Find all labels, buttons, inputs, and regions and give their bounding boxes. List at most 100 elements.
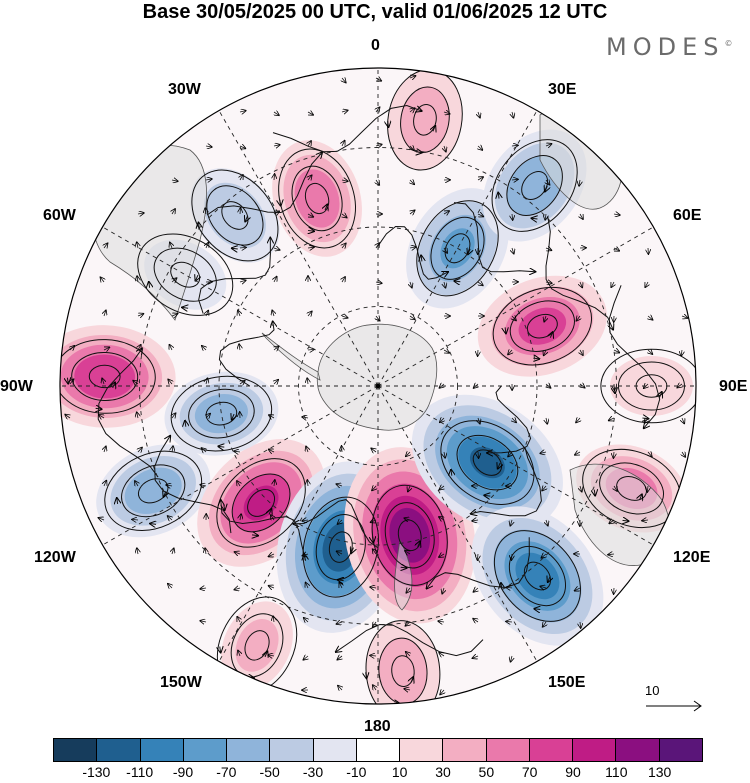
wind-vector xyxy=(206,311,208,317)
colorbar-tick-label: -30 xyxy=(302,764,324,780)
streamline xyxy=(506,155,563,216)
wind-vector xyxy=(409,76,416,78)
streamline-arrow xyxy=(532,218,538,219)
wind-vector xyxy=(648,316,653,320)
wind-vector xyxy=(511,553,512,560)
wind-vector xyxy=(648,452,652,457)
wind-vector xyxy=(579,179,580,186)
wind-vector xyxy=(376,243,379,248)
wind-vector xyxy=(104,446,106,453)
wind-vector xyxy=(137,314,144,316)
wind-vector xyxy=(171,314,178,316)
wind-vector xyxy=(478,282,483,285)
wind-vector xyxy=(473,619,478,622)
wind-vector xyxy=(240,381,245,384)
streamline xyxy=(153,247,217,302)
wind-vector xyxy=(614,486,617,491)
wind-vector xyxy=(172,278,177,282)
wind-vector xyxy=(168,379,172,384)
streamline-arrow xyxy=(232,248,238,249)
colorbar-swatch xyxy=(227,739,271,761)
wind-vector xyxy=(304,618,308,622)
streamline xyxy=(472,449,503,476)
meridian xyxy=(218,385,379,662)
wind-vector xyxy=(373,549,376,554)
wind-vector xyxy=(444,248,447,253)
streamline xyxy=(88,364,121,389)
wind-vector xyxy=(342,141,345,147)
wind-vector xyxy=(576,418,580,423)
colorbar-swatch xyxy=(616,739,660,761)
wind-vector xyxy=(271,515,274,520)
wind-vector xyxy=(472,520,479,521)
wind-vector xyxy=(614,248,619,251)
wind-vector xyxy=(540,452,547,453)
streamline-arrow xyxy=(534,609,540,610)
streamline-arrow xyxy=(113,382,115,388)
streamline-arrow xyxy=(351,548,353,554)
wind-vector xyxy=(308,112,313,115)
wind-vector xyxy=(404,518,411,520)
streamline-arrow xyxy=(548,576,550,582)
wind-vector xyxy=(104,310,106,317)
streamline-arrow xyxy=(418,541,420,547)
streamline-arrow xyxy=(388,121,389,127)
wind-vector xyxy=(543,622,546,627)
streamline xyxy=(278,148,356,249)
wind-vector xyxy=(303,656,308,660)
colorbar-ticks: -130 -110 -90 -70 -50 -30 -10 10 30 50 70 90 110 130 xyxy=(53,764,703,783)
colorbar-swatch xyxy=(573,739,617,761)
wind-vector xyxy=(342,277,345,282)
anomaly-contour xyxy=(294,169,340,228)
streamline xyxy=(440,420,535,505)
colorbar-swatch xyxy=(529,739,574,761)
meridian xyxy=(218,110,379,387)
streamline-arrow xyxy=(501,583,502,589)
anomaly-contour xyxy=(124,467,182,515)
colorbar-tick-label: 30 xyxy=(435,764,451,780)
colorbar-swatch xyxy=(183,739,228,761)
streamline-arrow xyxy=(149,282,150,288)
wind-vector xyxy=(307,480,308,487)
wind-vector xyxy=(648,350,652,354)
wind-vector xyxy=(608,554,615,555)
wind-vector xyxy=(406,652,410,656)
wind-vector xyxy=(237,617,240,622)
streamline-arrow xyxy=(372,537,373,543)
wind-vector xyxy=(308,214,313,217)
wind-vector xyxy=(613,451,614,458)
wind-vector xyxy=(373,685,376,690)
wind-vector xyxy=(478,417,480,424)
wind-vector xyxy=(342,243,346,248)
wind-vector xyxy=(306,446,308,453)
wind-vector xyxy=(575,452,580,455)
streamline-arrow xyxy=(550,332,552,338)
streamline xyxy=(608,285,661,428)
streamline-arrow xyxy=(269,509,271,515)
wind-vector xyxy=(205,548,206,555)
anomaly-contour xyxy=(515,552,560,600)
wind-vector xyxy=(137,276,138,283)
streamline xyxy=(493,530,581,622)
map-title: Base 30/05/2025 00 UTC, valid 01/06/2025… xyxy=(142,1,608,23)
streamline xyxy=(291,165,343,232)
wind-vector xyxy=(439,554,444,557)
wind-vector xyxy=(202,346,206,350)
streamline-arrow xyxy=(150,524,156,525)
streamline-arrow xyxy=(265,651,267,657)
streamline-arrow xyxy=(196,275,198,281)
meridian xyxy=(102,385,379,546)
lon-label-180: 180 xyxy=(364,718,391,735)
wind-vector xyxy=(239,280,246,282)
wind-vector xyxy=(240,175,243,180)
streamline xyxy=(599,462,664,515)
streamline-arrow xyxy=(220,647,221,653)
wind-vector xyxy=(508,452,512,457)
wind-vector xyxy=(478,146,482,150)
wind-vector xyxy=(137,548,138,555)
wind-vector xyxy=(238,650,240,657)
wind-vector xyxy=(168,584,172,588)
wind-vector xyxy=(336,484,343,486)
wind-vector xyxy=(308,141,311,146)
colorbar-swatch xyxy=(443,739,487,761)
